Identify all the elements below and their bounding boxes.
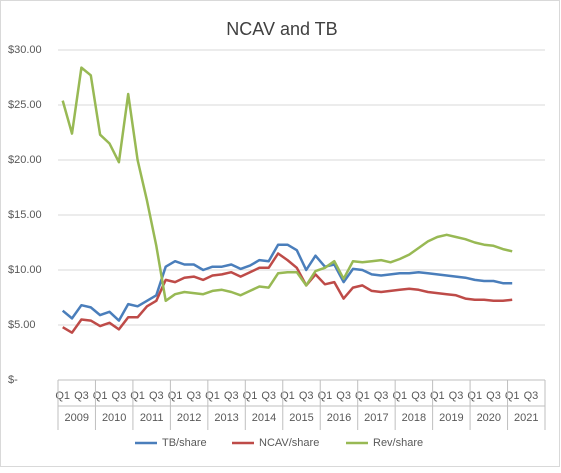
year-label: 2011 [140, 412, 164, 424]
y-tick-label: $15.00 [8, 209, 42, 221]
x-tick-label: Q1 [467, 390, 482, 402]
x-tick-label: Q1 [392, 390, 407, 402]
year-label: 2010 [102, 412, 126, 424]
x-tick-label: Q3 [524, 390, 539, 402]
series-line [61, 66, 513, 303]
legend-label: NCAV/share [259, 437, 319, 449]
x-tick-label: Q1 [55, 390, 70, 402]
year-label: 2021 [514, 412, 538, 424]
x-tick-label: Q3 [261, 390, 276, 402]
year-label: 2017 [364, 412, 388, 424]
series-line [61, 243, 513, 322]
x-tick-label: Q3 [186, 390, 201, 402]
x-tick-label: Q1 [168, 390, 183, 402]
x-tick-label: Q3 [112, 390, 127, 402]
y-tick-label: $- [8, 374, 18, 386]
x-tick-label: Q1 [205, 390, 220, 402]
year-label: 2019 [439, 412, 463, 424]
x-tick-label: Q1 [505, 390, 520, 402]
x-tick-label: Q1 [318, 390, 333, 402]
year-label: 2009 [64, 412, 88, 424]
x-tick-label: Q3 [299, 390, 314, 402]
x-tick-label: Q3 [336, 390, 351, 402]
y-tick-label: $20.00 [8, 154, 42, 166]
x-tick-label: Q1 [280, 390, 295, 402]
x-tick-label: Q3 [224, 390, 239, 402]
x-tick-label: Q3 [486, 390, 501, 402]
x-tick-label: Q3 [449, 390, 464, 402]
legend-label: TB/share [162, 437, 207, 449]
year-label: 2016 [327, 412, 351, 424]
year-label: 2013 [214, 412, 238, 424]
x-tick-label: Q1 [130, 390, 145, 402]
year-label: 2020 [477, 412, 501, 424]
series-line [62, 252, 513, 334]
year-label: 2018 [402, 412, 426, 424]
x-tick-label: Q1 [243, 390, 258, 402]
y-tick-label: $30.00 [8, 44, 42, 56]
y-tick-label: $10.00 [8, 264, 42, 276]
year-label: 2015 [289, 412, 313, 424]
x-tick-label: Q3 [374, 390, 389, 402]
y-tick-label: $5.00 [8, 319, 36, 331]
x-tick-label: Q3 [411, 390, 426, 402]
x-tick-label: Q1 [355, 390, 370, 402]
year-label: 2012 [177, 412, 201, 424]
x-tick-label: Q3 [149, 390, 164, 402]
x-tick-label: Q1 [430, 390, 445, 402]
legend-label: Rev/share [373, 437, 423, 449]
year-label: 2014 [252, 412, 276, 424]
chart-title: NCAV and TB [226, 19, 337, 39]
x-tick-label: Q3 [74, 390, 89, 402]
x-tick-label: Q1 [93, 390, 108, 402]
y-tick-label: $25.00 [8, 99, 42, 111]
